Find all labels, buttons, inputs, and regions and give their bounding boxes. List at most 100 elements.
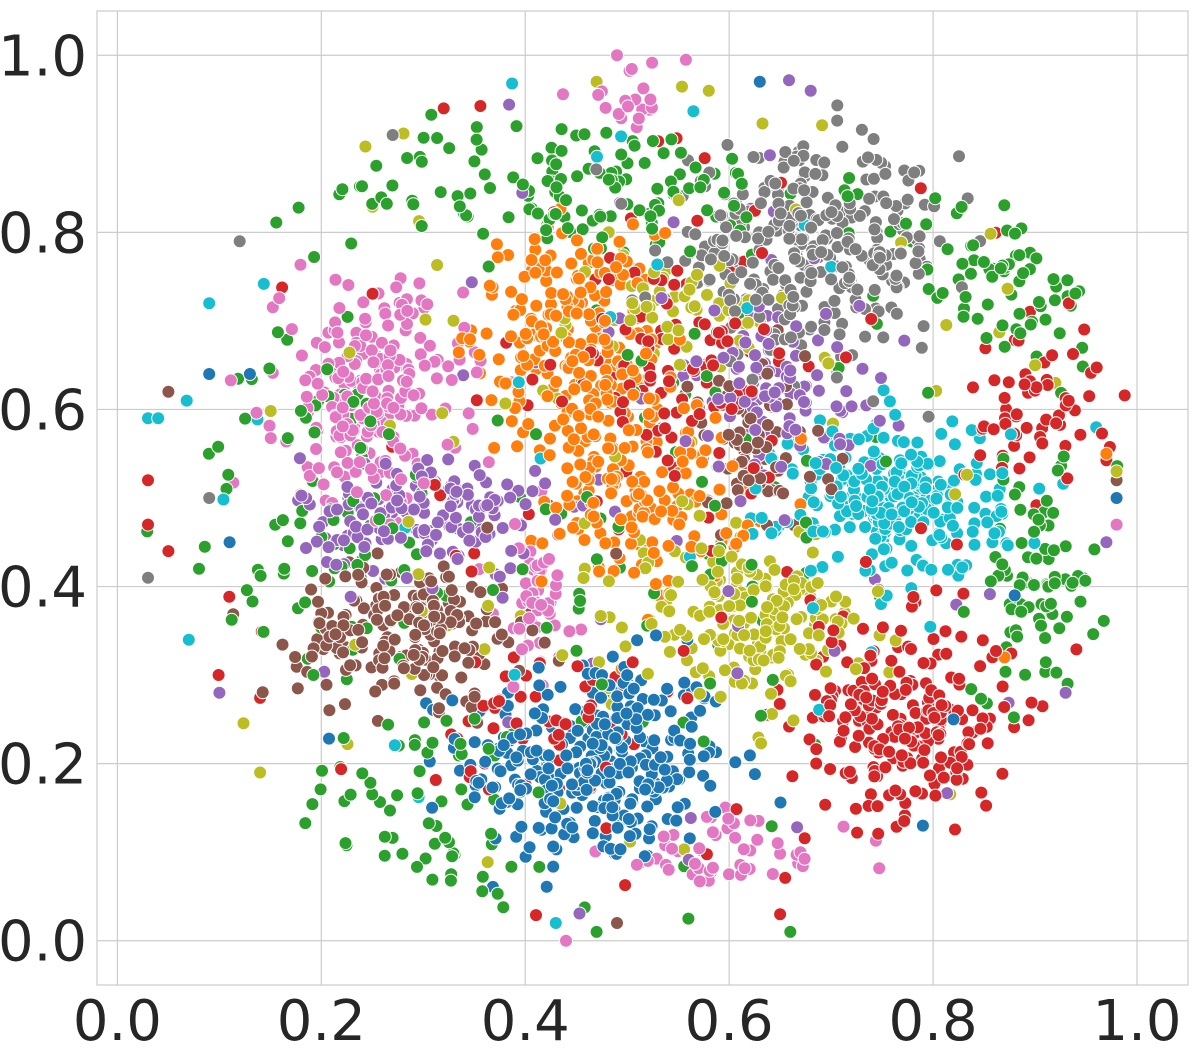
data-point-series-3 — [966, 380, 980, 395]
data-point-series-2 — [1046, 543, 1061, 558]
data-point-series-1 — [506, 307, 521, 322]
data-point-series-3 — [908, 784, 923, 799]
data-point-series-2 — [383, 803, 397, 818]
data-point-series-3 — [660, 453, 675, 468]
data-point-series-3 — [856, 621, 870, 636]
data-point-series-1 — [565, 354, 580, 369]
data-point-series-0 — [222, 535, 237, 550]
data-point-series-6 — [534, 597, 549, 612]
data-point-series-2 — [685, 559, 699, 574]
data-point-series-3 — [772, 696, 787, 711]
data-point-series-4 — [767, 385, 782, 400]
data-point-series-7 — [911, 244, 926, 259]
data-point-series-2 — [1049, 665, 1064, 680]
data-point-series-5 — [338, 697, 352, 712]
data-point-series-5 — [390, 608, 405, 623]
data-point-series-3 — [882, 744, 897, 759]
data-point-series-4 — [711, 459, 726, 474]
data-point-series-5 — [376, 638, 391, 653]
data-point-series-2 — [306, 668, 321, 682]
data-point-series-3 — [898, 682, 913, 697]
data-point-series-4 — [321, 540, 336, 555]
data-point-series-4 — [449, 484, 464, 499]
data-point-series-1 — [540, 389, 555, 404]
data-point-series-3 — [863, 648, 878, 663]
data-point-series-6 — [317, 340, 332, 355]
data-point-series-3 — [755, 246, 769, 260]
data-point-series-0 — [529, 743, 544, 758]
data-point-series-2 — [560, 221, 575, 236]
data-point-series-7 — [688, 227, 703, 242]
data-point-series-9 — [815, 524, 830, 539]
data-point-series-8 — [939, 318, 954, 332]
data-point-series-2 — [486, 583, 500, 597]
data-point-series-6 — [316, 477, 331, 492]
data-point-series-0 — [527, 706, 542, 721]
data-point-series-3 — [826, 623, 841, 638]
data-point-series-2 — [425, 872, 440, 887]
data-point-series-8 — [741, 315, 755, 330]
data-point-series-6 — [298, 373, 313, 388]
data-point-series-8 — [786, 713, 801, 728]
data-point-series-8 — [786, 582, 801, 597]
data-point-series-0 — [242, 367, 257, 381]
data-point-series-8 — [754, 736, 769, 751]
data-point-series-1 — [597, 332, 612, 347]
data-point-series-0 — [579, 782, 594, 797]
data-point-series-2 — [412, 764, 427, 779]
data-point-series-6 — [1109, 517, 1124, 532]
data-point-series-2 — [400, 151, 415, 165]
data-point-series-4 — [492, 569, 507, 584]
data-point-series-7 — [850, 282, 865, 297]
data-point-series-5 — [488, 615, 503, 630]
data-point-series-5 — [311, 594, 325, 609]
data-point-series-6 — [429, 371, 444, 386]
data-point-series-2 — [594, 677, 609, 692]
data-point-series-3 — [1061, 393, 1076, 408]
data-point-series-1 — [1099, 446, 1114, 461]
y-tick-label: 0.8 — [0, 201, 87, 266]
data-point-series-9 — [910, 435, 925, 450]
data-point-series-9 — [785, 466, 800, 481]
data-point-series-3 — [473, 99, 488, 113]
data-point-series-6 — [378, 306, 393, 321]
data-point-series-6 — [399, 374, 414, 389]
data-point-series-2 — [1027, 578, 1041, 592]
data-point-series-7 — [887, 212, 901, 227]
data-point-series-0 — [605, 800, 620, 815]
data-point-series-2 — [365, 787, 380, 802]
data-point-series-6 — [394, 472, 409, 487]
data-point-series-5 — [776, 486, 791, 501]
data-point-series-8 — [671, 193, 686, 208]
data-point-series-9 — [754, 510, 769, 525]
data-point-series-8 — [948, 487, 963, 502]
data-point-series-3 — [995, 766, 1010, 781]
data-point-series-7 — [808, 166, 823, 181]
data-point-series-3 — [878, 760, 893, 775]
data-point-series-1 — [571, 408, 586, 423]
data-point-series-0 — [752, 74, 767, 89]
data-point-series-4 — [480, 498, 495, 513]
data-point-series-4 — [503, 490, 518, 505]
y-tick-label: 1.0 — [0, 24, 87, 89]
data-point-series-2 — [1014, 536, 1029, 550]
data-point-series-6 — [721, 811, 736, 826]
data-point-series-8 — [697, 632, 711, 647]
data-point-series-0 — [541, 761, 556, 776]
data-point-series-8 — [760, 600, 775, 615]
data-point-series-3 — [785, 769, 800, 784]
data-point-series-0 — [608, 731, 623, 746]
data-point-series-1 — [648, 577, 663, 591]
data-point-series-1 — [489, 237, 504, 252]
data-point-series-8 — [675, 494, 690, 509]
data-point-series-4 — [312, 519, 327, 534]
data-point-series-4 — [829, 399, 844, 414]
data-point-series-0 — [605, 649, 620, 664]
data-point-series-0 — [621, 812, 636, 826]
data-point-series-2 — [280, 431, 295, 446]
data-point-series-2 — [1007, 487, 1022, 502]
data-point-series-3 — [987, 373, 1002, 388]
data-point-series-0 — [696, 749, 711, 764]
data-point-series-1 — [521, 417, 536, 431]
data-point-series-9 — [884, 507, 899, 522]
